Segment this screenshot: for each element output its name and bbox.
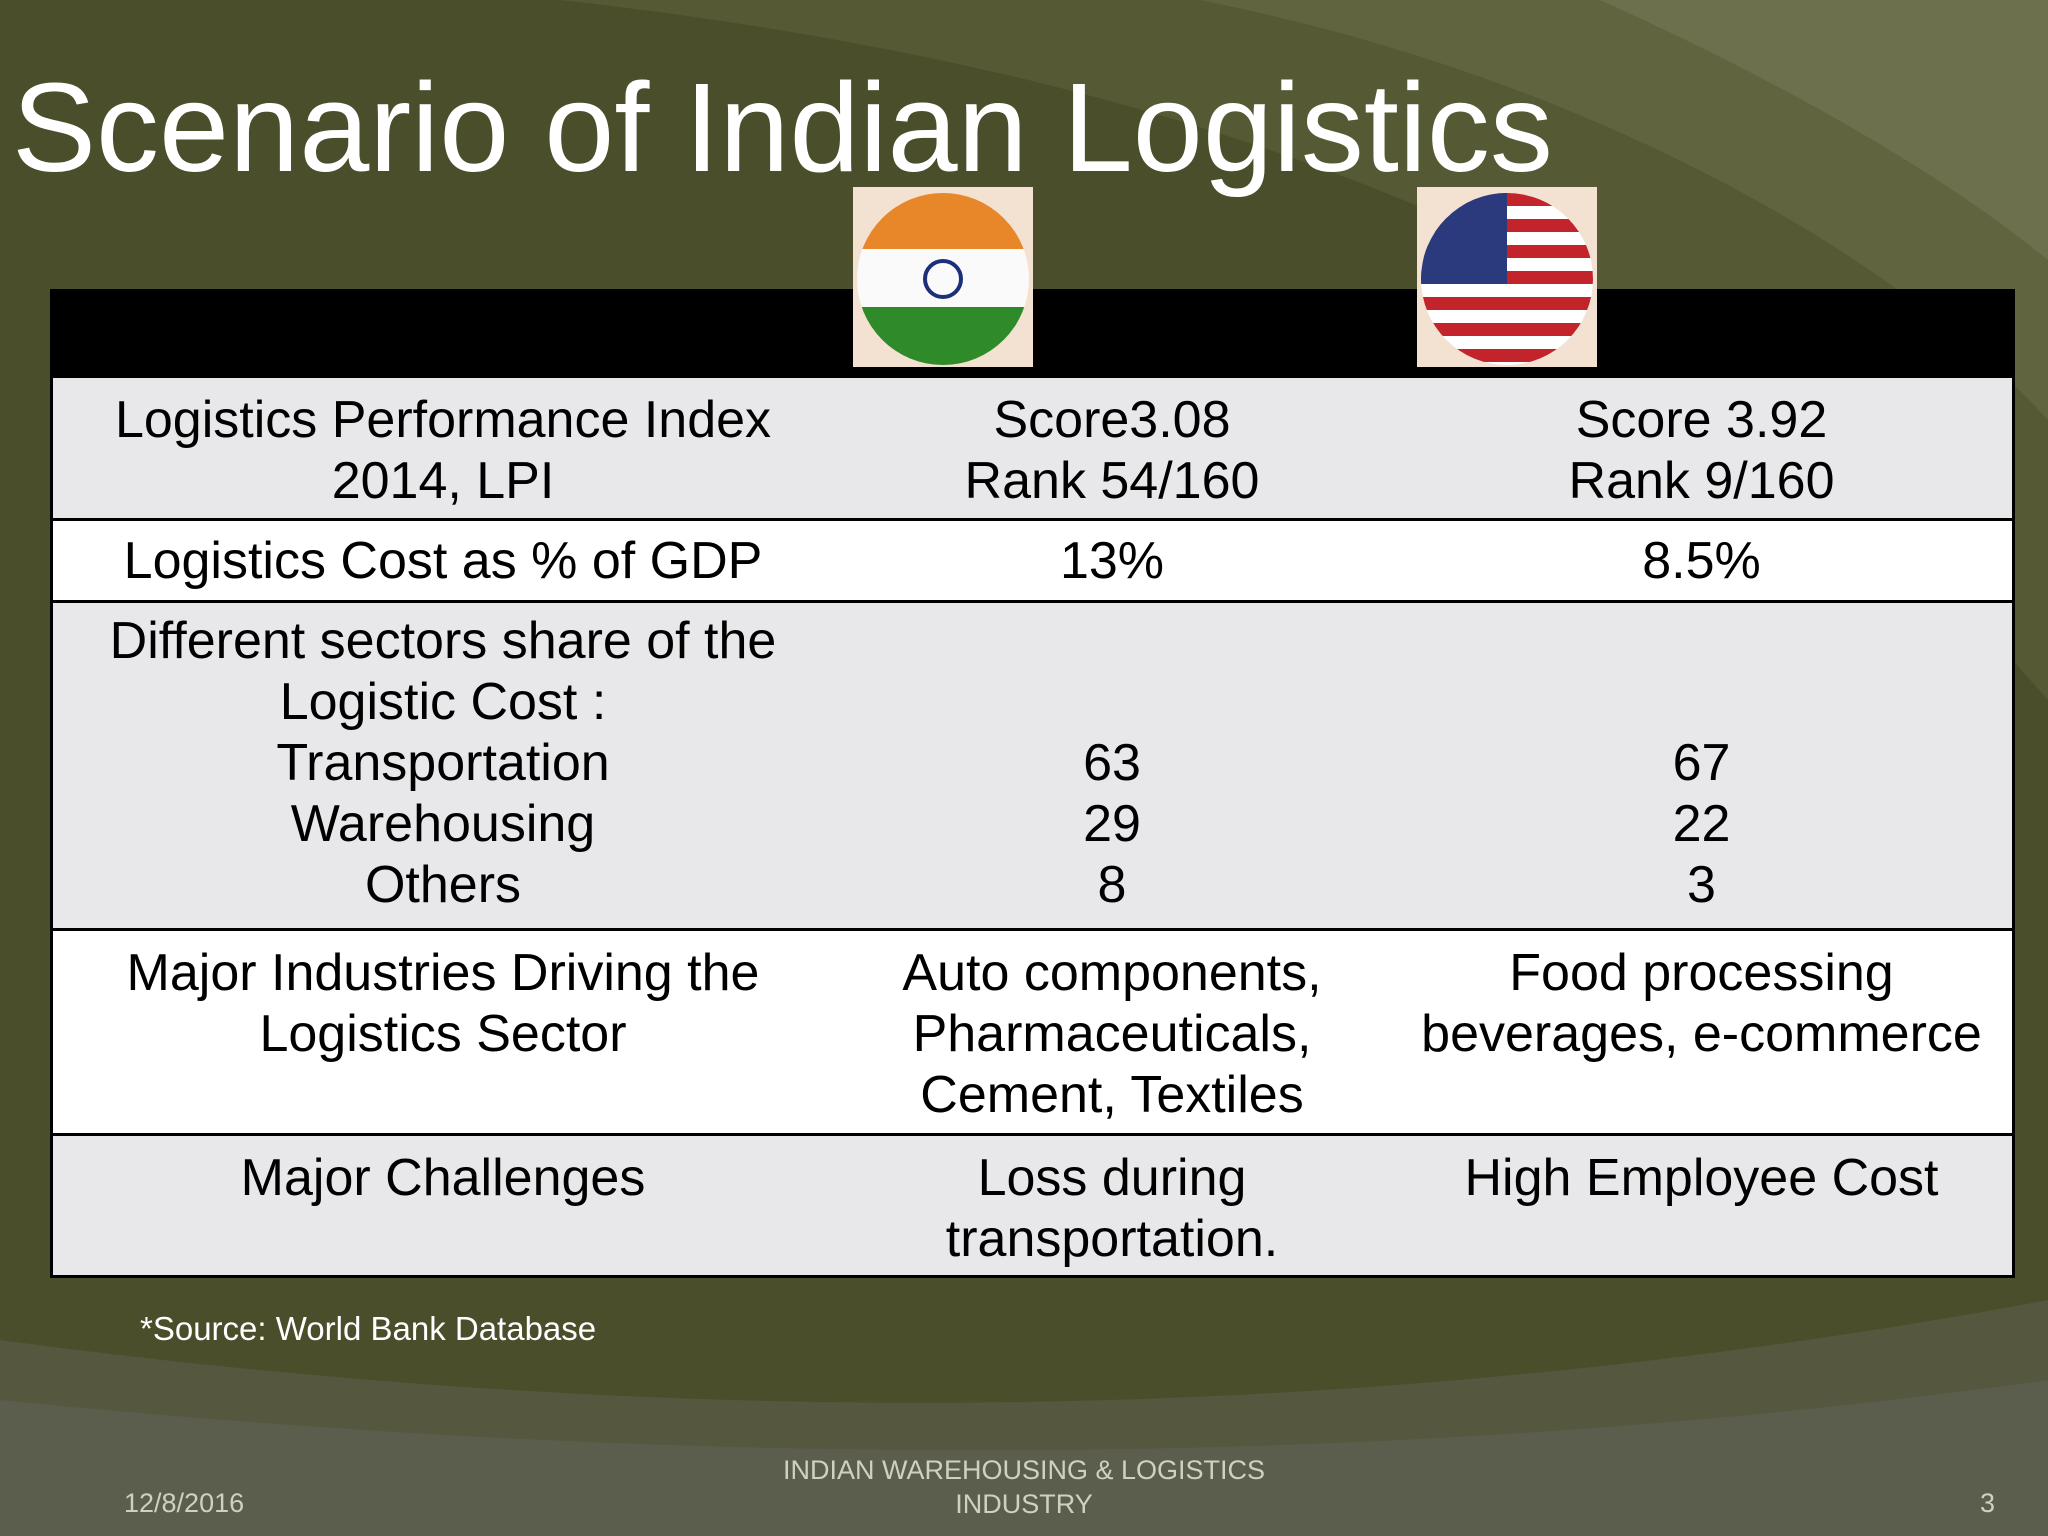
cell-line: Score 3.92: [1575, 391, 1828, 449]
footer-line: INDIAN WAREHOUSING & LOGISTICS: [782, 1455, 1266, 1485]
cell-line: 63: [1083, 734, 1141, 792]
table-row: Different sectors share of the Logistic C…: [53, 600, 2012, 928]
table-cell: Score 3.92 Rank 9/160: [1391, 378, 2012, 518]
cell-line: Rank 9/160: [1568, 452, 1835, 510]
cell-line: Others: [364, 856, 522, 914]
cell-line: Logistics Cost as % of GDP: [123, 532, 763, 590]
cell-line: Logistic Cost :: [279, 673, 607, 731]
table-cell: Major Industries Driving the Logistics Se…: [53, 931, 833, 1133]
footer-title: INDIAN WAREHOUSING & LOGISTICS INDUSTRY: [624, 1453, 1424, 1521]
table-cell: Major Challenges: [53, 1136, 833, 1275]
source-note: *Source: World Bank Database: [140, 1310, 597, 1347]
cell-line: Cement, Textiles: [920, 1066, 1304, 1124]
cell-line: Logistics Performance Index: [114, 391, 772, 449]
table-cell: 8.5%: [1391, 521, 2012, 600]
header-cell: US: [1766, 305, 1837, 361]
india-flag: [853, 187, 1033, 367]
table-cell: High Employee Cost: [1391, 1136, 2012, 1275]
table-cell: Food processing beverages, e-commerce: [1391, 931, 2012, 1133]
table-row: Major Industries Driving the Logistics Se…: [53, 928, 2012, 1133]
table-row: Major Challenges Loss during transportatio…: [53, 1133, 2012, 1275]
cell-line: 13%: [1059, 532, 1165, 590]
cell-line: Major Industries Driving the: [126, 944, 760, 1002]
footer-date: 12/8/2016: [124, 1488, 245, 1518]
cell-line: 67: [1672, 734, 1731, 792]
cell-line: Transportation: [276, 734, 610, 792]
cell-line: transportation.: [945, 1210, 1279, 1268]
cell-line: Major Challenges: [240, 1149, 646, 1207]
cell-line: beverages, e-commerce: [1421, 1005, 1982, 1063]
title: Scenario of Indian Logistics: [12, 57, 1553, 198]
cell-line: Pharmaceuticals,: [912, 1005, 1312, 1063]
header-row: Parameters India US: [53, 292, 2012, 375]
header-cell: Parameters: [306, 305, 580, 361]
cell-line: Warehousing: [290, 795, 596, 853]
cell-line: Loss during: [977, 1149, 1247, 1207]
header-cell: India: [1128, 305, 1246, 361]
table-cell: Logistics Cost as % of GDP: [53, 521, 833, 600]
table-cell: 67 22 3: [1391, 603, 2012, 928]
us-flag: [1417, 187, 1597, 367]
table-cell: Logistics Performance Index 2014, LPI: [53, 378, 833, 518]
cell-line: 29: [1083, 795, 1141, 853]
cell-line: Auto components,: [902, 944, 1322, 1002]
table-cell: 13%: [833, 521, 1391, 600]
table-cell: 63 29 8: [833, 603, 1391, 928]
cell-line: Score3.08: [993, 391, 1231, 449]
cell-line: 22: [1672, 795, 1731, 853]
table-cell: Score3.08 Rank 54/160: [833, 378, 1391, 518]
cell-line: 8.5%: [1642, 532, 1761, 590]
table-row: Logistics Performance Index 2014, LPI Scor…: [53, 375, 2012, 518]
cell-line: Logistics Sector: [259, 1005, 627, 1063]
cell-line: Food processing: [1509, 944, 1894, 1002]
cell-line: Rank 54/160: [964, 452, 1260, 510]
footer-line: INDUSTRY: [955, 1489, 1093, 1519]
table-row: Logistics Cost as % of GDP 13% 8.5%: [53, 518, 2012, 600]
table-cell: Different sectors share of the Logistic C…: [53, 603, 833, 928]
cell-line: High Employee Cost: [1464, 1149, 1939, 1207]
table-cell: Auto components, Pharmaceuticals, Cement, …: [833, 931, 1391, 1133]
cell-line: 8: [1097, 856, 1127, 914]
table-cell: Loss during transportation.: [833, 1136, 1391, 1275]
table: Parameters India US Logistics Performanc…: [50, 289, 2015, 1278]
cell-line: 2014, LPI: [331, 452, 555, 510]
cell-line: 3: [1687, 856, 1716, 914]
page-number: 3: [1980, 1488, 1996, 1518]
cell-line: Different sectors share of the: [109, 612, 777, 670]
